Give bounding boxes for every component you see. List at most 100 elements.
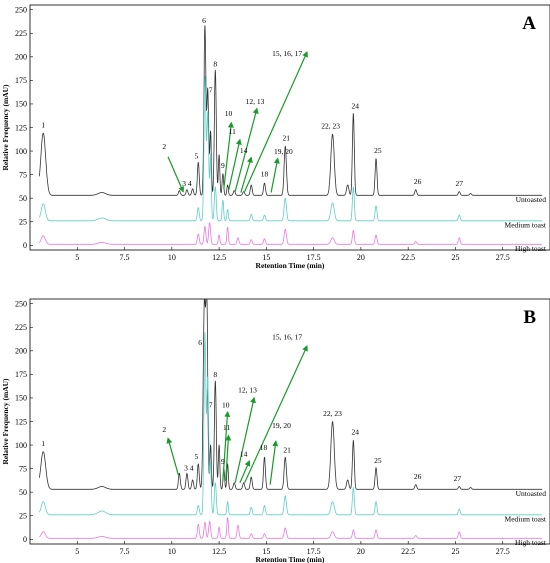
peak-label: 10 <box>225 109 233 118</box>
series-trace <box>39 25 543 196</box>
peak-label: 15, 16, 17 <box>272 333 302 342</box>
peak-label: 1 <box>41 439 45 448</box>
annotation-arrow <box>227 138 242 191</box>
annotation-arrow <box>223 121 234 189</box>
series-label: High toast <box>515 538 547 547</box>
panel-letter: A <box>522 13 536 34</box>
peak-label: 26 <box>414 472 422 481</box>
peak-label: 10 <box>222 400 230 409</box>
x-axis-title: Retention Time (min) <box>256 555 325 563</box>
y-tick-label: 50 <box>19 488 27 497</box>
peak-label: 27 <box>455 179 463 188</box>
peak-label: 24 <box>351 428 359 437</box>
peak-label: 9 <box>221 161 225 170</box>
peak-label: 9 <box>221 457 225 466</box>
x-tick-label: 5 <box>75 253 79 262</box>
y-tick-label: 150 <box>15 394 27 403</box>
peak-label: 18 <box>261 170 269 179</box>
peak-label: 19, 20 <box>272 421 291 430</box>
series-trace <box>39 76 543 222</box>
peak-label: 2 <box>162 142 166 151</box>
x-tick-label: 22.5 <box>401 547 415 556</box>
arrow-layer <box>167 51 308 193</box>
series-label: Medium toast <box>505 514 547 523</box>
peak-label: 8 <box>213 59 217 68</box>
annotation-arrow <box>240 156 253 193</box>
x-tick-label: 25 <box>451 253 459 262</box>
y-tick-label: 225 <box>15 323 27 332</box>
y-tick-label: 175 <box>15 370 27 379</box>
y-tick-label: 175 <box>15 76 27 85</box>
y-tick-label: 125 <box>15 417 27 426</box>
peak-label: 15, 16, 17 <box>272 49 302 58</box>
x-tick-label: 20 <box>357 547 365 556</box>
series-label-layer: Untoasted Medium toast High toast <box>505 195 547 253</box>
series-label: Untoasted <box>516 489 547 498</box>
panel-letter: B <box>523 307 536 328</box>
x-axis-title: Retention Time (min) <box>256 261 325 270</box>
peak-label: 24 <box>351 102 359 111</box>
annotation-arrow <box>225 434 232 481</box>
peak-label: 22, 23 <box>321 121 340 130</box>
peak-label: 1 <box>41 121 45 130</box>
peak-label: 21 <box>282 134 290 143</box>
peak-label: 27 <box>454 474 462 483</box>
peak-label: 25 <box>374 146 382 155</box>
y-tick-label: 150 <box>15 100 27 109</box>
peak-label: 7 <box>209 400 213 409</box>
y-tick-label: 250 <box>15 300 27 309</box>
series-trace <box>39 517 543 539</box>
annotation-arrow <box>166 437 180 476</box>
x-tick-label: 17.5 <box>307 547 321 556</box>
y-tick-label: 25 <box>19 512 27 521</box>
series-trace <box>39 332 543 516</box>
annotation-arrow <box>167 156 185 193</box>
annotation-arrow <box>239 459 251 483</box>
annotation-arrow <box>234 396 256 483</box>
x-tick-label: 10 <box>168 547 176 556</box>
peak-label: 12, 13 <box>246 97 265 106</box>
peak-label: 3 4 <box>184 464 194 473</box>
arrow-layer <box>166 345 308 485</box>
peak-label: 14 <box>240 449 248 458</box>
x-tick-label: 5 <box>75 547 79 556</box>
peak-label: 21 <box>283 446 291 455</box>
annotation-arrow <box>244 51 308 192</box>
y-tick-label: 0 <box>23 241 27 250</box>
peak-label: 18 <box>260 443 268 452</box>
peak-label: 19, 20 <box>274 147 293 156</box>
y-tick-label: 250 <box>15 6 27 15</box>
series-trace <box>39 222 543 245</box>
annotation-arrow <box>270 157 280 193</box>
peak-label: 5 <box>195 452 199 461</box>
y-tick-label: 25 <box>19 218 27 227</box>
x-tick-label: 27.5 <box>496 253 510 262</box>
series-label: High toast <box>515 244 547 253</box>
peak-label: 11 <box>223 423 230 432</box>
annotation-arrow <box>244 345 308 483</box>
annotation-arrow <box>269 440 279 485</box>
peak-label: 11 <box>229 127 236 136</box>
series-label: Untoasted <box>516 195 547 204</box>
peak-label: 7 <box>209 86 213 95</box>
y-tick-label: 0 <box>23 535 27 544</box>
y-tick-label: 50 <box>19 194 27 203</box>
y-axis-title: Relative Frequency (mAU) <box>1 84 10 171</box>
peak-label: 3 4 <box>182 179 192 188</box>
peak-label: 25 <box>374 456 382 465</box>
x-tick-label: 25 <box>451 547 459 556</box>
peak-label: 8 <box>213 370 217 379</box>
x-tick-label: 15 <box>262 253 270 262</box>
peak-label: 6 <box>202 16 206 25</box>
y-axis-title: Relative Frequency (mAU) <box>1 378 10 465</box>
x-tick-label: 7.5 <box>120 547 130 556</box>
y-tick-label: 75 <box>19 170 27 179</box>
y-tick-label: 200 <box>15 53 27 62</box>
peak-label: 12, 13 <box>238 385 257 394</box>
plot-frame <box>29 4 550 251</box>
series-label: Medium toast <box>505 220 547 229</box>
